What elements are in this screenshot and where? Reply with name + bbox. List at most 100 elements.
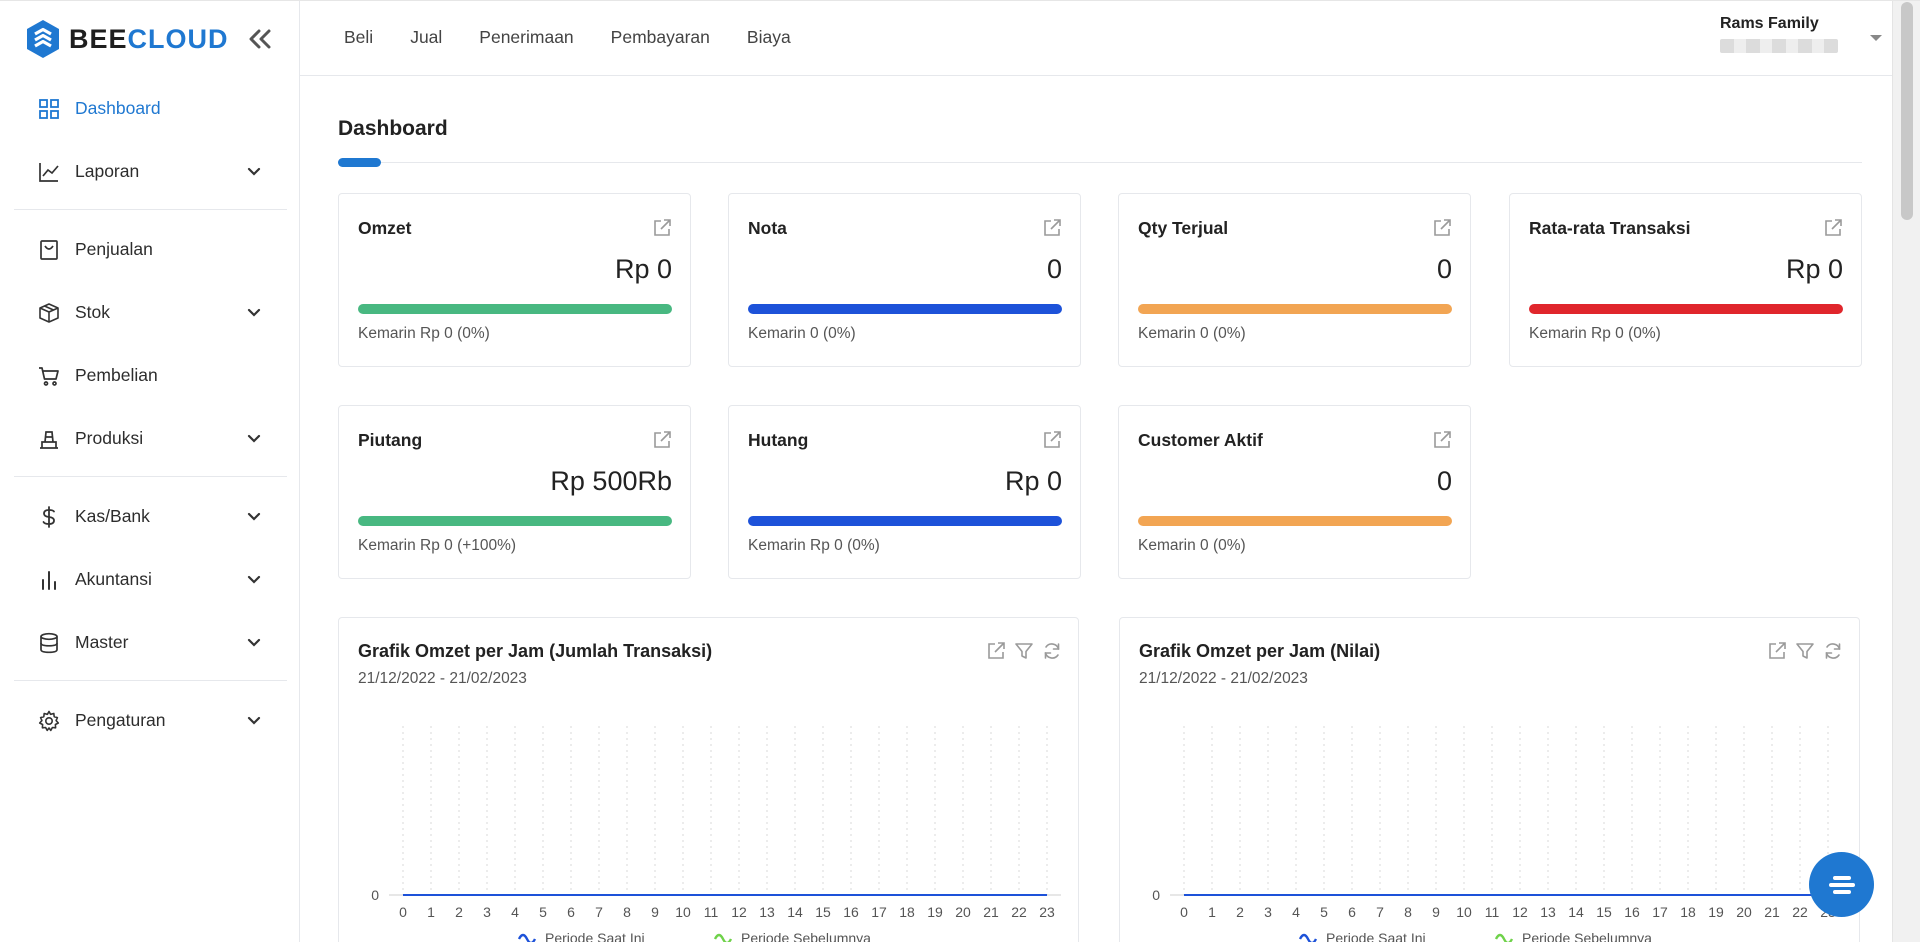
card-compare-text: Kemarin 0 (0%) <box>1138 325 1246 342</box>
sidebar-item-kas-bank[interactable]: Kas/Bank <box>0 485 299 548</box>
chart-toolbar <box>986 641 1062 661</box>
card-value: Rp 0 <box>1004 466 1062 496</box>
card-omzet: Omzet Rp 0 Kemarin Rp 0 (0%) <box>338 193 691 367</box>
sidebar-item-label: Stok <box>75 302 111 322</box>
refresh-icon[interactable] <box>1042 641 1062 661</box>
x-tick-label: 9 <box>1432 904 1440 920</box>
card-rata-rata-transaksi: Rata-rata Transaksi Rp 0 Kemarin Rp 0 (0… <box>1509 193 1862 367</box>
filter-icon[interactable] <box>1795 641 1815 661</box>
card-value: Rp 0 <box>1785 254 1843 284</box>
scrollbar-thumb[interactable] <box>1901 2 1913 220</box>
chart-card-nilai: 001234567891011121314151617181920212223P… <box>1119 617 1860 942</box>
x-tick-label: 4 <box>1292 904 1300 920</box>
card-progress-bar <box>1138 516 1452 526</box>
external-link-icon[interactable] <box>652 430 672 450</box>
topnav-biaya[interactable]: Biaya <box>746 27 791 47</box>
card-title: Qty Terjual <box>1138 218 1229 238</box>
chevron-down-icon <box>247 638 261 647</box>
card-title: Rata-rata Transaksi <box>1529 218 1691 238</box>
y-tick-label: 0 <box>371 887 379 903</box>
sidebar: BEECLOUD Dashboard Laporan <box>0 1 300 942</box>
x-tick-label: 6 <box>1348 904 1356 920</box>
sidebar-item-master[interactable]: Master <box>0 611 299 674</box>
x-tick-label: 10 <box>675 904 691 920</box>
user-menu-caret-icon[interactable] <box>1870 35 1882 41</box>
dollar-icon <box>37 505 61 529</box>
sidebar-item-stok[interactable]: Stok <box>0 281 299 344</box>
topnav-jual[interactable]: Jual <box>410 27 443 47</box>
chevron-down-icon <box>247 575 261 584</box>
legend-marker-icon <box>1298 933 1318 942</box>
card-progress-bar <box>358 304 672 314</box>
external-link-icon[interactable] <box>986 641 1006 661</box>
external-link-icon[interactable] <box>1432 218 1452 238</box>
sidebar-item-label: Dashboard <box>75 98 161 118</box>
page-title: Dashboard <box>338 117 448 140</box>
cart-icon <box>37 364 61 388</box>
card-compare-text: Kemarin 0 (0%) <box>1138 537 1246 554</box>
page-scrollbar[interactable] <box>1892 1 1920 942</box>
x-tick-label: 18 <box>1680 904 1696 920</box>
sidebar-item-penjualan[interactable]: Penjualan <box>0 218 299 281</box>
external-link-icon[interactable] <box>1767 641 1787 661</box>
sidebar-item-produksi[interactable]: Produksi <box>0 407 299 470</box>
card-title: Hutang <box>748 430 809 450</box>
gear-icon <box>37 709 61 733</box>
card-piutang: Piutang Rp 500Rb Kemarin Rp 0 (+100%) <box>338 405 691 579</box>
topnav-beli[interactable]: Beli <box>344 27 374 47</box>
card-customer-aktif: Customer Aktif 0 Kemarin 0 (0%) <box>1118 405 1471 579</box>
external-link-icon[interactable] <box>1432 430 1452 450</box>
x-tick-label: 7 <box>1376 904 1384 920</box>
refresh-icon[interactable] <box>1823 641 1843 661</box>
x-tick-label: 6 <box>567 904 575 920</box>
x-tick-label: 8 <box>623 904 631 920</box>
x-tick-label: 5 <box>539 904 547 920</box>
external-link-icon[interactable] <box>652 218 672 238</box>
chart-canvas: 001234567891011121314151617181920212223P… <box>1152 726 1842 942</box>
brand-logo[interactable]: BEECLOUD <box>0 1 299 77</box>
sidebar-item-label: Produksi <box>75 428 144 448</box>
topnav-pembayaran[interactable]: Pembayaran <box>610 27 710 47</box>
external-link-icon[interactable] <box>1042 430 1062 450</box>
sidebar-divider <box>14 209 287 210</box>
x-tick-label: 0 <box>399 904 407 920</box>
filter-icon[interactable] <box>1014 641 1034 661</box>
x-tick-label: 20 <box>955 904 971 920</box>
chat-support-button[interactable] <box>1809 852 1874 917</box>
dashboard-grid-icon <box>37 97 61 121</box>
chevron-down-icon <box>247 308 261 317</box>
card-value: 0 <box>1046 254 1062 284</box>
sidebar-item-pengaturan[interactable]: Pengaturan <box>0 689 299 752</box>
sidebar-item-dashboard[interactable]: Dashboard <box>0 77 299 140</box>
x-tick-label: 18 <box>899 904 915 920</box>
sidebar-item-pembelian[interactable]: Pembelian <box>0 344 299 407</box>
legend-label: Periode Sebelumnya <box>1522 930 1652 942</box>
top-bar: Beli Jual Penerimaan Pembayaran Biaya Ra… <box>300 1 1892 76</box>
card-value: 0 <box>1436 254 1452 284</box>
brand-prefix: BEE <box>69 23 128 54</box>
sidebar-item-akuntansi[interactable]: Akuntansi <box>0 548 299 611</box>
collapse-sidebar-button[interactable] <box>246 25 274 53</box>
chart-toolbar <box>1767 641 1843 661</box>
external-link-icon[interactable] <box>1042 218 1062 238</box>
x-tick-label: 22 <box>1792 904 1808 920</box>
x-tick-label: 4 <box>511 904 519 920</box>
sidebar-item-label: Laporan <box>75 161 140 181</box>
sidebar-item-laporan[interactable]: Laporan <box>0 140 299 203</box>
card-progress-bar <box>1138 304 1452 314</box>
user-name: Rams Family <box>1720 15 1819 32</box>
chevron-down-icon <box>247 512 261 521</box>
external-link-icon[interactable] <box>1823 218 1843 238</box>
sidebar-item-label: Penjualan <box>75 239 153 259</box>
x-tick-label: 17 <box>871 904 887 920</box>
y-tick-label: 0 <box>1152 887 1160 903</box>
x-tick-label: 19 <box>1708 904 1724 920</box>
x-tick-label: 11 <box>704 904 719 920</box>
x-tick-label: 2 <box>1236 904 1244 920</box>
topnav-penerimaan[interactable]: Penerimaan <box>479 27 574 47</box>
x-tick-label: 15 <box>1596 904 1612 920</box>
chevron-down-icon <box>247 434 261 443</box>
user-menu[interactable]: Rams Family <box>1720 15 1850 53</box>
x-tick-label: 12 <box>731 904 747 920</box>
chart-date-range: 21/12/2022 - 21/02/2023 <box>358 670 527 687</box>
